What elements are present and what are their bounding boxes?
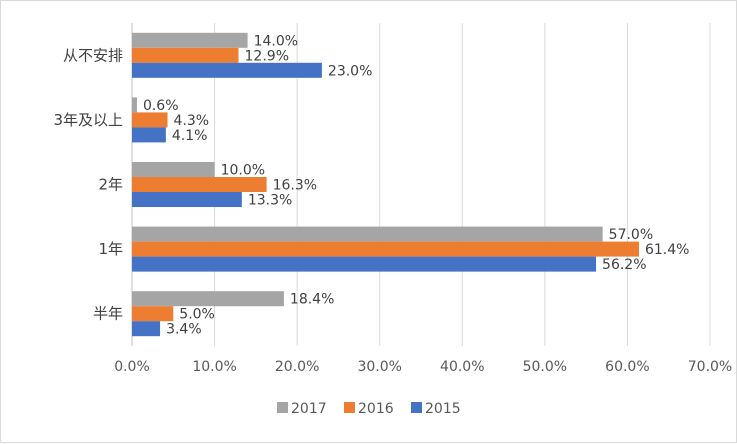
bar-2017 (132, 162, 215, 177)
data-label: 13.3% (248, 193, 292, 209)
data-label: 14.0% (254, 33, 298, 49)
bar-2017 (132, 97, 137, 113)
bar-2015 (132, 127, 166, 143)
legend: 2017 2016 2015 (277, 401, 461, 417)
bar-2017 (132, 291, 284, 307)
data-labels: 14.0%12.9% 23.0% 0.6%4.3%4.1% 10.0% 16.3%13.… (143, 33, 690, 337)
x-tick-label: 70.0% (688, 359, 732, 375)
bar-2015 (132, 256, 597, 272)
bar-2016 (132, 47, 239, 63)
data-label: 5.0% (179, 307, 215, 323)
category-label: 半年 (93, 305, 123, 323)
category-label: 3年及以上 (53, 111, 123, 129)
legend-swatch-2017 (277, 402, 288, 413)
bar-2016 (132, 177, 267, 192)
data-label: 18.4% (290, 292, 334, 308)
legend-swatch-2015 (411, 402, 422, 413)
bar-2015 (132, 62, 322, 78)
data-label: 57.0% (609, 227, 653, 243)
x-tick-label: 50.0% (523, 359, 567, 375)
bar-2015 (132, 321, 161, 337)
legend-label: 2015 (425, 401, 461, 417)
data-label: 0.6% (143, 98, 179, 114)
x-tick-label: 20.0% (275, 359, 319, 375)
category-label: 从不安排 (63, 46, 123, 64)
bar-2015 (132, 192, 242, 207)
x-tick-label: 60.0% (605, 359, 649, 375)
data-label: 4.3% (174, 113, 210, 129)
x-axis-ticks: 0.0% 10.0% 20.0% 30.0% 40.0% 50.0% 60.0% 70.0% (114, 359, 732, 375)
x-tick-label: 40.0% (440, 359, 484, 375)
data-label: 56.2% (602, 257, 646, 273)
bar-2017 (132, 226, 603, 242)
x-tick-label: 30.0% (357, 359, 401, 375)
legend-swatch-2016 (344, 402, 355, 413)
data-label: 16.3% (273, 178, 317, 194)
x-tick-label: 0.0% (114, 359, 150, 375)
bar-2016 (132, 241, 639, 257)
data-label: 12.9% (245, 48, 289, 64)
data-label: 23.0% (328, 63, 372, 79)
bar-2017 (132, 32, 248, 48)
data-label: 3.4% (166, 322, 202, 338)
data-label: 61.4% (645, 242, 689, 258)
data-label: 10.0% (221, 163, 265, 179)
bars (132, 32, 639, 337)
legend-label: 2016 (358, 401, 394, 417)
category-label: 2年 (98, 176, 123, 194)
legend-label: 2017 (291, 401, 327, 417)
category-label: 1年 (98, 240, 123, 258)
bar-2016 (132, 112, 168, 128)
bar-2016 (132, 306, 174, 322)
data-label: 4.1% (172, 128, 208, 144)
x-tick-label: 10.0% (192, 359, 236, 375)
